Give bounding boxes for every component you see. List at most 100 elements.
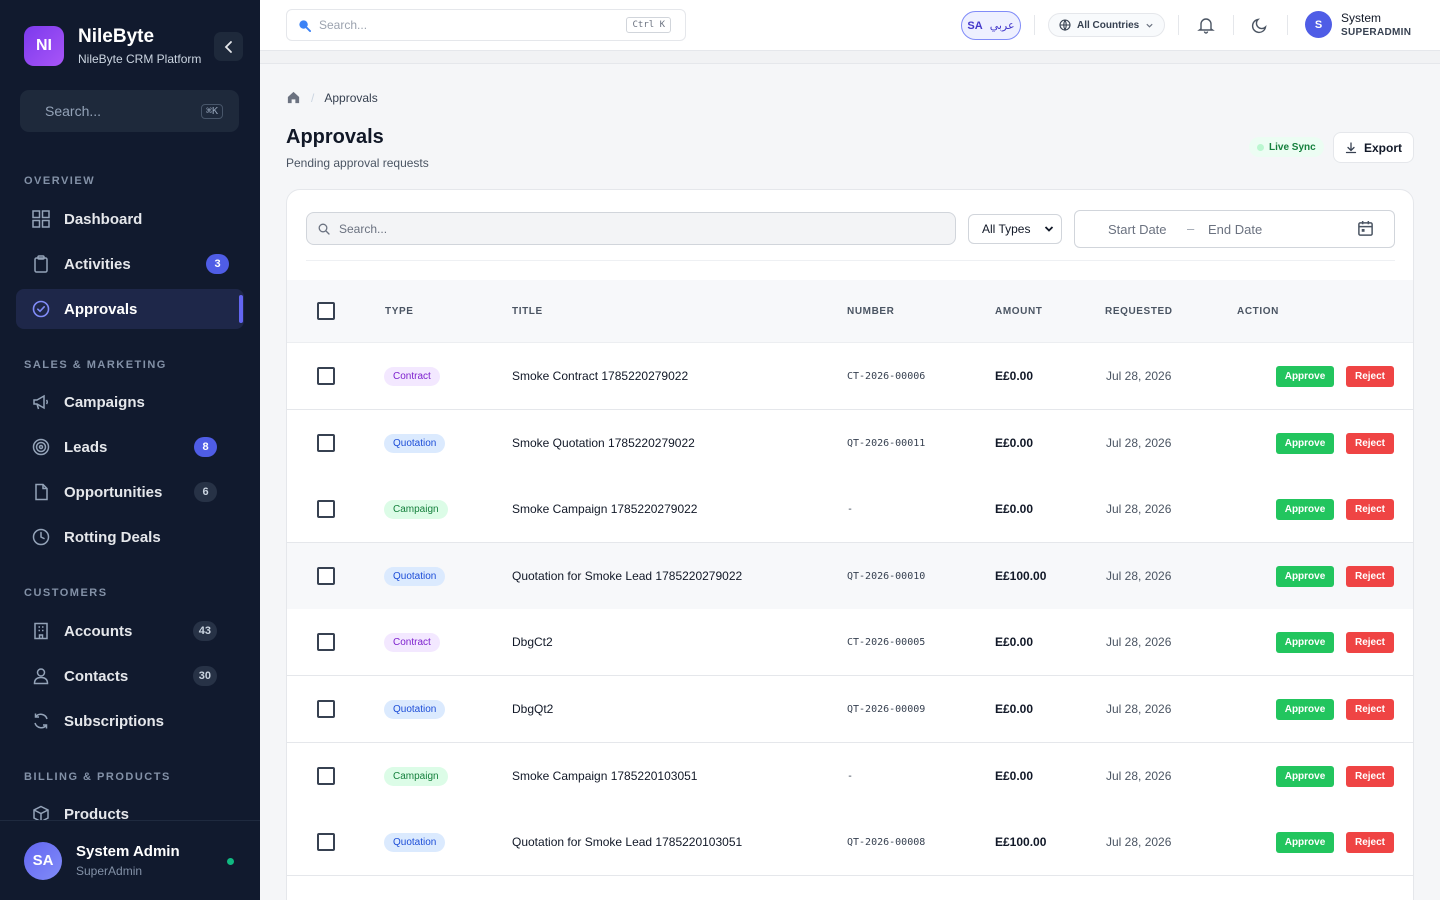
table-search-input[interactable]: Search... [306,212,956,245]
approve-button[interactable]: Approve [1276,699,1334,720]
column-header-type[interactable]: TYPE [385,306,414,317]
sidebar-item-label: Approvals [64,300,138,318]
row-checkbox[interactable] [317,833,335,852]
row-checkbox[interactable] [317,766,335,785]
row-checkbox[interactable] [317,700,335,718]
type-badge: Contract [384,367,440,386]
row-amount: E£100.00 [995,568,1047,583]
start-date-field[interactable]: Start Date [1108,222,1167,237]
approve-button[interactable]: Approve [1276,366,1334,387]
reject-button[interactable]: Reject [1346,499,1394,521]
brand-name: NileByte [78,26,155,47]
search-icon [318,223,330,235]
column-header-number[interactable]: NUMBER [847,306,895,317]
user-role: SuperAdmin [76,864,143,878]
reject-button[interactable]: Reject [1346,366,1394,387]
reject-button[interactable]: Reject [1346,432,1394,454]
clipboard-icon [32,255,50,273]
approve-button[interactable]: Approve [1276,632,1334,654]
row-title[interactable]: Quotation for Smoke Lead 1785220103051 [512,835,743,850]
collapse-sidebar-button[interactable] [214,32,243,61]
export-button[interactable]: Export [1333,132,1414,163]
column-header-requested[interactable]: REQUESTED [1105,306,1173,317]
page-title: Approvals [286,126,384,148]
brand[interactable]: NI NileByte NileByte CRM Platform [24,26,201,66]
table-row[interactable]: Contract DbgCt2 CT-2026-00005 E£0.00 Jul 28,… [287,609,1413,677]
table-row[interactable]: Campaign Smoke Campaign 1785220103051 - E£0… [287,742,1413,810]
end-date-field[interactable]: End Date [1208,222,1263,237]
type-badge: Quotation [384,833,446,853]
language-switch-button[interactable]: SA عربي [961,11,1021,40]
table-search-placeholder: Search... [339,221,388,236]
approve-button[interactable]: Approve [1276,499,1334,521]
row-title[interactable]: Smoke Quotation 1785220279022 [512,435,695,450]
sidebar-item-activities[interactable]: Activities 3 [16,244,244,284]
reject-button[interactable]: Reject [1346,632,1394,654]
sidebar-item-accounts[interactable]: Accounts 43 [16,611,244,651]
row-title[interactable]: Quotation for Smoke Lead 1785220279022 [512,568,743,583]
column-header-amount[interactable]: AMOUNT [995,306,1043,317]
row-number: CT-2026-00006 [847,371,926,382]
reject-button[interactable]: Reject [1346,832,1394,854]
row-number: QT-2026-00010 [847,570,926,582]
user-menu[interactable]: S System SUPERADMIN [1305,11,1411,38]
table-row[interactable] [287,875,1413,900]
row-title[interactable]: Smoke Campaign 1785220103051 [512,768,698,783]
target-icon [32,438,50,456]
search-icon [299,19,311,32]
reject-button[interactable]: Reject [1346,699,1394,720]
row-title[interactable]: DbgQt2 [512,702,554,716]
select-all-checkbox[interactable] [317,302,335,320]
approve-button[interactable]: Approve [1276,832,1334,854]
row-title[interactable]: DbgCt2 [512,635,553,650]
sidebar-item-rotting-deals[interactable]: Rotting Deals [16,517,244,557]
type-filter-select[interactable]: All Types [968,214,1062,244]
approve-button[interactable]: Approve [1276,765,1334,787]
row-checkbox[interactable] [317,367,335,385]
approve-button[interactable]: Approve [1276,565,1334,587]
sidebar-item-opportunities[interactable]: Opportunities 6 [16,472,244,512]
sidebar-item-campaigns[interactable]: Campaigns [16,382,244,422]
table-row[interactable]: Campaign Smoke Campaign 1785220279022 - E£0… [287,476,1413,544]
table-row[interactable]: Quotation DbgQt2 QT-2026-00009 E£0.00 Jul 28… [287,676,1413,743]
table-row[interactable]: Quotation Quotation for Smoke Lead 178522… [287,809,1413,877]
row-title[interactable]: Smoke Contract 1785220279022 [512,369,689,383]
row-title[interactable]: Smoke Campaign 1785220279022 [512,502,698,517]
approvals-card: Search... All Types Start Date – End Dat… [286,189,1414,900]
sidebar-user-profile[interactable]: SA System Admin SuperAdmin [0,820,260,900]
country-selector[interactable]: All Countries [1048,13,1165,37]
reject-button[interactable]: Reject [1346,565,1394,587]
sidebar-item-contacts[interactable]: Contacts 30 [16,656,244,696]
table-row[interactable]: Quotation Smoke Quotation 1785220279022 QT… [287,409,1413,477]
table-row[interactable]: Contract Smoke Contract 1785220279022 CT-2… [287,343,1413,410]
section-sales-marketing: SALES & MARKETING [24,359,167,371]
global-search-input[interactable]: Search... Ctrl K [286,9,686,41]
approve-button[interactable]: Approve [1276,432,1334,454]
reject-button[interactable]: Reject [1346,765,1394,787]
row-checkbox[interactable] [317,433,335,452]
sidebar-item-label: Products [64,805,130,823]
moon-icon[interactable] [1251,16,1269,34]
grid-icon [32,210,50,228]
row-requested-date: Jul 28, 2026 [1106,635,1172,650]
date-range-picker[interactable]: Start Date – End Date [1074,210,1395,248]
row-checkbox[interactable] [317,500,335,519]
breadcrumb: / Approvals [286,90,378,105]
table-header: TYPE TITLE NUMBER AMOUNT REQUESTED ACTIO… [287,280,1413,343]
sidebar-item-leads[interactable]: Leads 8 [16,427,244,467]
table-row[interactable]: Quotation Quotation for Smoke Lead 178522… [287,542,1413,610]
row-checkbox[interactable] [317,566,335,585]
column-header-title[interactable]: TITLE [512,306,543,317]
row-checkbox[interactable] [317,633,335,652]
home-icon[interactable] [286,90,301,105]
chevron-down-icon [1044,226,1054,232]
type-badge: Campaign [384,500,448,520]
calendar-icon[interactable] [1357,220,1374,237]
sidebar-item-approvals[interactable]: Approvals [16,289,244,329]
count-badge: 30 [192,666,217,686]
count-badge: 6 [194,482,217,502]
bell-icon[interactable] [1197,16,1215,34]
sidebar-search-input[interactable]: Search... ⌘K [20,90,239,132]
sidebar-item-dashboard[interactable]: Dashboard [16,199,244,239]
sidebar-item-subscriptions[interactable]: Subscriptions [16,701,244,741]
